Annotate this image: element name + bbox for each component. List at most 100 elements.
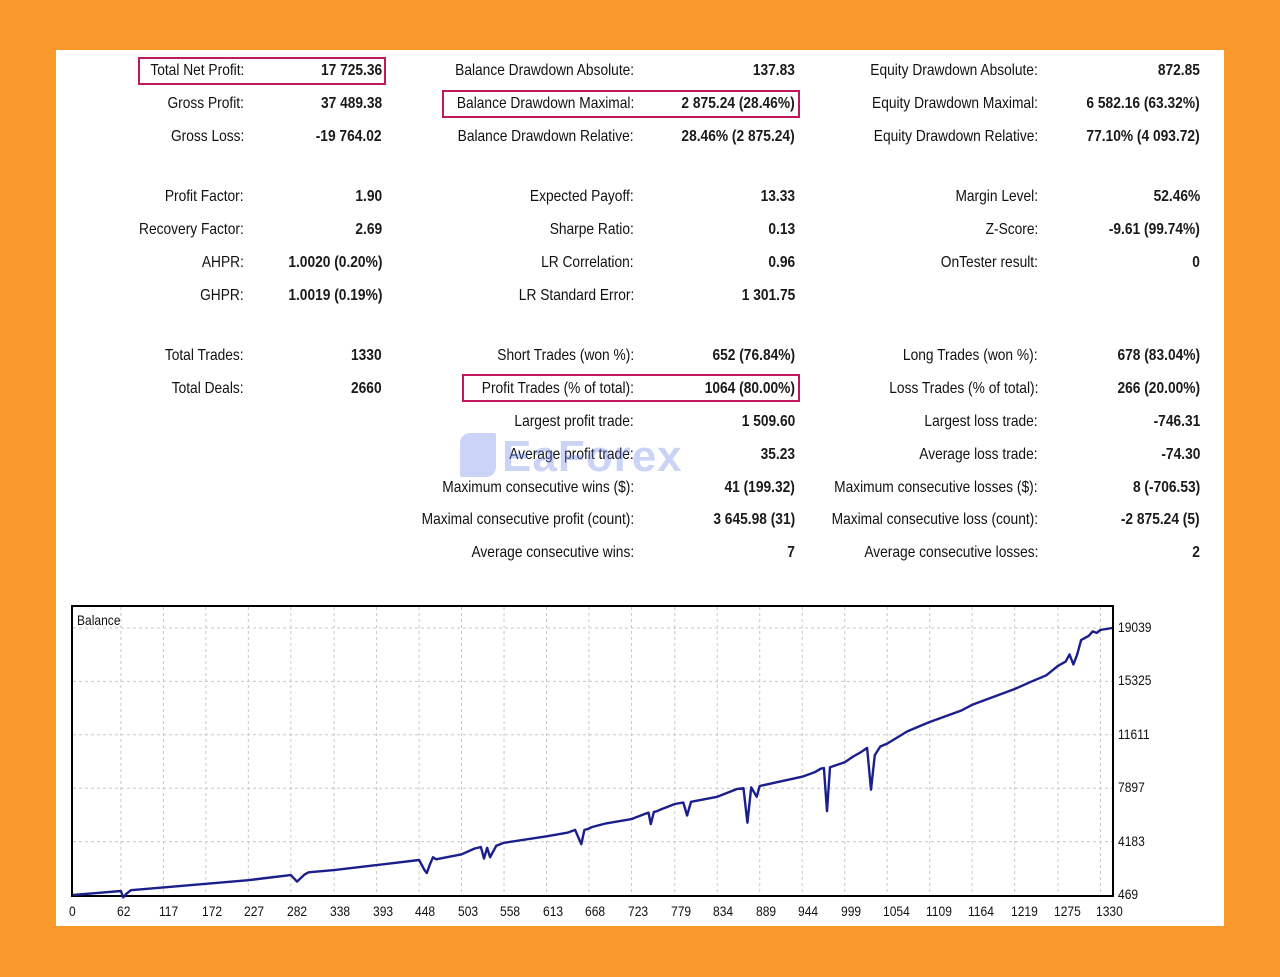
- stat-value-profit-trades: 1064 (80.00%): [704, 380, 795, 397]
- stat-value-total-deals: 2660: [351, 380, 382, 397]
- x-tick-label: 999: [840, 903, 861, 919]
- stat-label-loss-trades: Loss Trades (% of total):: [888, 380, 1038, 397]
- x-tick-label: 503: [457, 903, 478, 919]
- stat-value-average-consecutive-wins: 7: [787, 544, 795, 561]
- x-tick-label: 889: [755, 903, 776, 919]
- stat-value-maximal-consecutive-profit: 3 645.98 (31): [713, 511, 795, 528]
- stat-label-equity-dd-maximal: Equity Drawdown Maximal:: [872, 95, 1038, 112]
- stat-label-total-deals: Total Deals:: [172, 380, 244, 397]
- stat-value-equity-dd-relative: 77.10% (4 093.72): [1086, 128, 1200, 145]
- stat-value-total-net-profit: 17 725.36: [320, 62, 382, 79]
- stat-value-profit-factor: 1.90: [355, 188, 382, 205]
- stat-label-maximal-consecutive-loss: Maximal consecutive loss (count):: [831, 511, 1038, 528]
- stat-label-equity-dd-absolute: Equity Drawdown Absolute:: [870, 62, 1038, 79]
- stat-label-average-loss-trade: Average loss trade:: [919, 446, 1038, 463]
- stat-label-balance-dd-relative: Balance Drawdown Relative:: [458, 128, 634, 145]
- x-tick-label: 282: [286, 903, 307, 919]
- stat-label-total-trades: Total Trades:: [165, 347, 244, 364]
- stat-value-lr-correlation: 0.96: [768, 254, 795, 271]
- stat-label-profit-trades: Profit Trades (% of total):: [481, 380, 634, 397]
- stat-label-long-trades: Long Trades (won %):: [903, 347, 1038, 364]
- y-tick-label: 4183: [1118, 832, 1145, 849]
- stat-label-gross-loss: Gross Loss:: [170, 128, 244, 145]
- x-tick-label: 448: [415, 903, 436, 919]
- stat-value-average-profit-trade: 35.23: [760, 446, 795, 463]
- x-tick-label: 1219: [1010, 903, 1038, 919]
- stat-value-ontester-result: 0: [1192, 254, 1200, 271]
- x-tick-label: 668: [585, 903, 606, 919]
- stat-value-equity-dd-maximal: 6 582.16 (63.32%): [1086, 95, 1200, 112]
- y-tick-label: 19039: [1118, 619, 1152, 635]
- stat-label-recovery-factor: Recovery Factor:: [139, 221, 244, 238]
- stat-value-recovery-factor: 2.69: [355, 221, 382, 238]
- stat-value-maximal-consecutive-loss: -2 875.24 (5): [1121, 511, 1200, 528]
- stat-value-short-trades: 652 (76.84%): [712, 347, 795, 364]
- watermark-icon: [460, 433, 496, 477]
- stat-value-balance-dd-maximal: 2 875.24 (28.46%): [681, 95, 795, 112]
- x-tick-label: 779: [670, 903, 691, 919]
- stat-value-gross-loss: -19 764.02: [316, 128, 382, 145]
- stat-label-ghpr: GHPR:: [200, 287, 244, 304]
- stat-label-profit-factor: Profit Factor:: [165, 188, 244, 205]
- highlight-balance-dd-maximal: [442, 90, 800, 118]
- balance-series-line: [72, 626, 1113, 899]
- x-tick-label: 62: [116, 903, 131, 919]
- x-tick-label: 613: [542, 903, 563, 919]
- y-tick-label: 469: [1118, 886, 1139, 902]
- stat-label-gross-profit: Gross Profit:: [167, 95, 244, 112]
- stat-label-ontester-result: OnTester result:: [940, 254, 1038, 271]
- x-tick-label: 1164: [968, 903, 995, 919]
- stat-label-largest-profit-trade: Largest profit trade:: [514, 413, 634, 430]
- x-tick-label: 172: [201, 903, 222, 919]
- stat-value-ghpr: 1.0019 (0.19%): [287, 287, 382, 304]
- stat-value-average-loss-trade: -74.30: [1160, 446, 1200, 463]
- stat-label-margin-level: Margin Level:: [955, 188, 1038, 205]
- x-tick-label: 723: [627, 903, 648, 919]
- stat-label-expected-payoff: Expected Payoff:: [530, 188, 634, 205]
- stat-label-sharpe-ratio: Sharpe Ratio:: [549, 221, 634, 238]
- stat-label-max-consecutive-wins: Maximum consecutive wins ($):: [442, 479, 634, 496]
- balance-chart-frame: [71, 605, 1114, 897]
- x-tick-label: 393: [372, 903, 393, 919]
- stat-value-largest-loss-trade: -746.31: [1153, 413, 1200, 430]
- stat-label-average-profit-trade: Average profit trade:: [509, 446, 634, 463]
- stat-label-ahpr: AHPR:: [201, 254, 244, 271]
- stat-label-lr-standard-error: LR Standard Error:: [518, 287, 634, 304]
- stat-value-equity-dd-absolute: 872.85: [1157, 62, 1200, 79]
- x-tick-label: 1054: [883, 903, 910, 919]
- stat-value-max-consecutive-wins: 41 (199.32): [724, 479, 795, 496]
- x-tick-label: 0: [69, 903, 76, 919]
- stat-value-margin-level: 52.46%: [1153, 188, 1200, 205]
- stat-value-loss-trades: 266 (20.00%): [1117, 380, 1200, 397]
- stat-label-average-consecutive-losses: Average consecutive losses:: [863, 544, 1038, 561]
- x-tick-label: 944: [798, 903, 819, 919]
- x-tick-label: 1330: [1096, 903, 1124, 919]
- stat-label-total-net-profit: Total Net Profit:: [149, 62, 244, 79]
- x-tick-label: 1275: [1053, 903, 1081, 919]
- stat-value-largest-profit-trade: 1 509.60: [741, 413, 795, 430]
- x-tick-label: 117: [159, 903, 179, 919]
- stat-value-lr-standard-error: 1 301.75: [741, 287, 795, 304]
- stat-value-balance-dd-absolute: 137.83: [752, 62, 795, 79]
- stat-label-largest-loss-trade: Largest loss trade:: [924, 413, 1038, 430]
- stat-value-ahpr: 1.0020 (0.20%): [287, 254, 382, 271]
- highlight-profit-trades: [462, 374, 800, 402]
- stat-value-sharpe-ratio: 0.13: [768, 221, 795, 238]
- chart-title: Balance: [77, 612, 121, 628]
- y-tick-label: 11611: [1118, 725, 1150, 742]
- chart-grid: [73, 607, 1112, 895]
- stat-value-max-consecutive-losses: 8 (-706.53): [1132, 479, 1200, 496]
- stat-label-balance-dd-absolute: Balance Drawdown Absolute:: [455, 62, 634, 79]
- stat-label-equity-dd-relative: Equity Drawdown Relative:: [873, 128, 1038, 145]
- stat-label-short-trades: Short Trades (won %):: [497, 347, 634, 364]
- stat-value-long-trades: 678 (83.04%): [1117, 347, 1200, 364]
- x-tick-label: 227: [244, 903, 265, 919]
- y-tick-label: 15325: [1118, 672, 1152, 689]
- stat-label-average-consecutive-wins: Average consecutive wins:: [471, 544, 634, 561]
- stat-label-lr-correlation: LR Correlation:: [541, 254, 634, 271]
- x-tick-label: 834: [713, 903, 734, 919]
- stat-value-expected-payoff: 13.33: [760, 188, 795, 205]
- stat-label-z-score: Z-Score:: [985, 221, 1038, 238]
- stat-value-total-trades: 1330: [351, 347, 382, 364]
